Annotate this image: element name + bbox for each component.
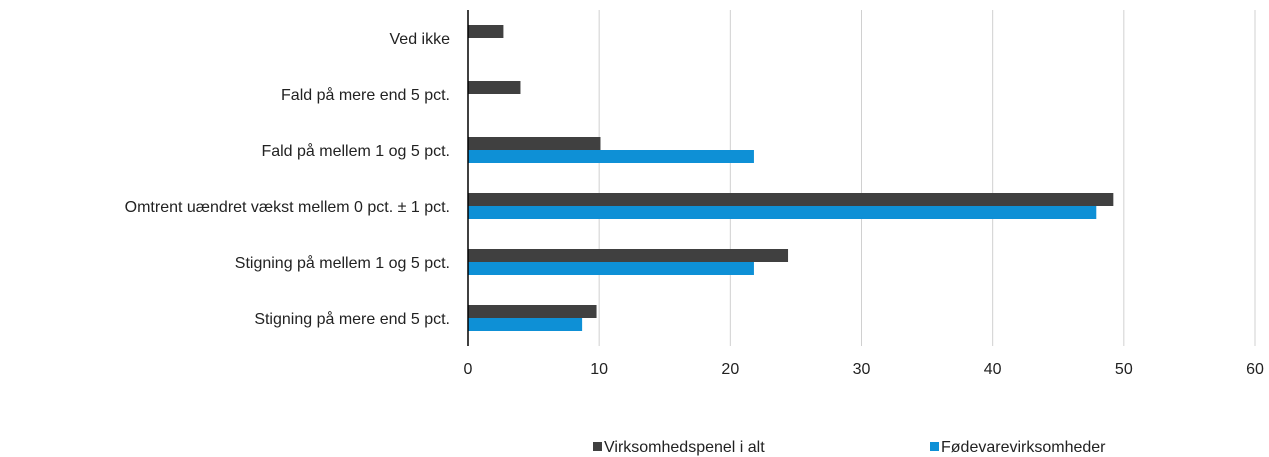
- x-tick-label: 40: [984, 361, 1002, 378]
- bar: [468, 206, 1097, 219]
- y-tick-label: Stigning på mellem 1 og 5 pct.: [235, 254, 450, 272]
- y-tick-label: Ved ikke: [390, 31, 451, 48]
- bar: [468, 150, 754, 163]
- legend-swatch: [930, 442, 939, 451]
- bar: [468, 249, 789, 262]
- bar: [468, 262, 754, 275]
- x-tick-label: 30: [853, 361, 871, 378]
- x-tick-label: 0: [464, 361, 473, 378]
- y-tick-label: Omtrent uændret vækst mellem 0 pct. ± 1 …: [125, 199, 450, 216]
- bar: [468, 193, 1114, 206]
- bar: [468, 81, 521, 94]
- bar: [468, 137, 601, 150]
- legend-label: Fødevarevirksomheder: [941, 439, 1106, 456]
- y-tick-label: Stigning på mere end 5 pct.: [254, 310, 450, 328]
- bar: [468, 305, 597, 318]
- bar: [468, 318, 583, 331]
- legend-swatch: [593, 442, 602, 451]
- x-tick-label: 50: [1115, 361, 1133, 378]
- legend-label: Virksomhedspenel i alt: [604, 439, 765, 456]
- x-tick-label: 60: [1246, 361, 1264, 378]
- y-tick-label: Fald på mellem 1 og 5 pct.: [261, 142, 450, 160]
- y-tick-label: Fald på mere end 5 pct.: [281, 86, 450, 104]
- bar: [468, 25, 504, 38]
- x-tick-label: 20: [721, 361, 739, 378]
- x-tick-label: 10: [590, 361, 608, 378]
